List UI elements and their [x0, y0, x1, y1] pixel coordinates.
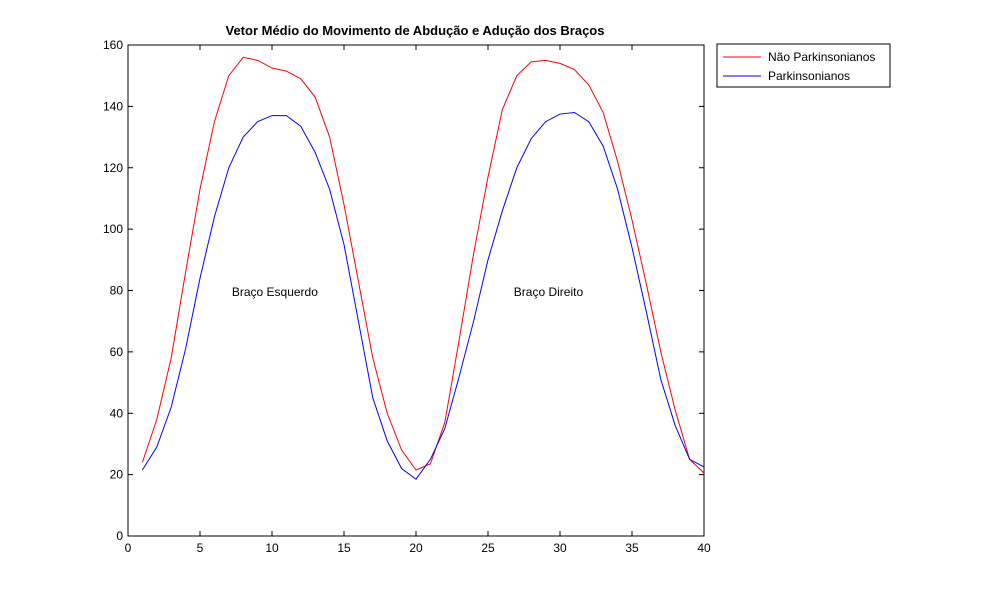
y-tick-label: 140	[103, 99, 123, 113]
chart-title: Vetor Médio do Movimento de Abdução e Ad…	[226, 23, 605, 38]
x-tick-label: 40	[697, 541, 711, 555]
legend-box	[716, 43, 891, 88]
annotation-layer: Braço Esquerdo Braço Direito	[232, 285, 584, 299]
x-tick-label: 5	[197, 541, 204, 555]
y-tick-label: 100	[103, 222, 123, 236]
x-tick-label: 25	[481, 541, 495, 555]
y-tick-label: 160	[103, 38, 123, 52]
axis-ticks: 0 5 10 15 20 25 30 35 40 0 20 40 60 80 100 120 140 160	[103, 38, 711, 555]
x-tick-label: 30	[553, 541, 567, 555]
series-line-0	[141, 56, 705, 474]
y-tick-label: 40	[110, 406, 124, 420]
legend-label: Não Parkinsonianos	[768, 50, 875, 64]
y-tick-label: 120	[103, 161, 123, 175]
plot-area	[127, 44, 705, 537]
series-line-1	[141, 111, 705, 480]
series-layer	[141, 56, 705, 480]
legend-label: Parkinsonianos	[768, 69, 850, 83]
y-tick-label: 80	[110, 284, 124, 298]
y-tick-label: 0	[116, 529, 123, 543]
y-tick-label: 60	[110, 345, 124, 359]
x-tick-label: 15	[337, 541, 351, 555]
legend: Não Parkinsonianos Parkinsonianos	[716, 43, 891, 88]
x-tick-label: 20	[409, 541, 423, 555]
x-tick-label: 35	[625, 541, 639, 555]
x-tick-label: 10	[265, 541, 279, 555]
y-tick-label: 20	[110, 468, 124, 482]
x-tick-label: 0	[125, 541, 132, 555]
annotation-label: Braço Direito	[514, 285, 584, 299]
annotation-label: Braço Esquerdo	[232, 285, 318, 299]
